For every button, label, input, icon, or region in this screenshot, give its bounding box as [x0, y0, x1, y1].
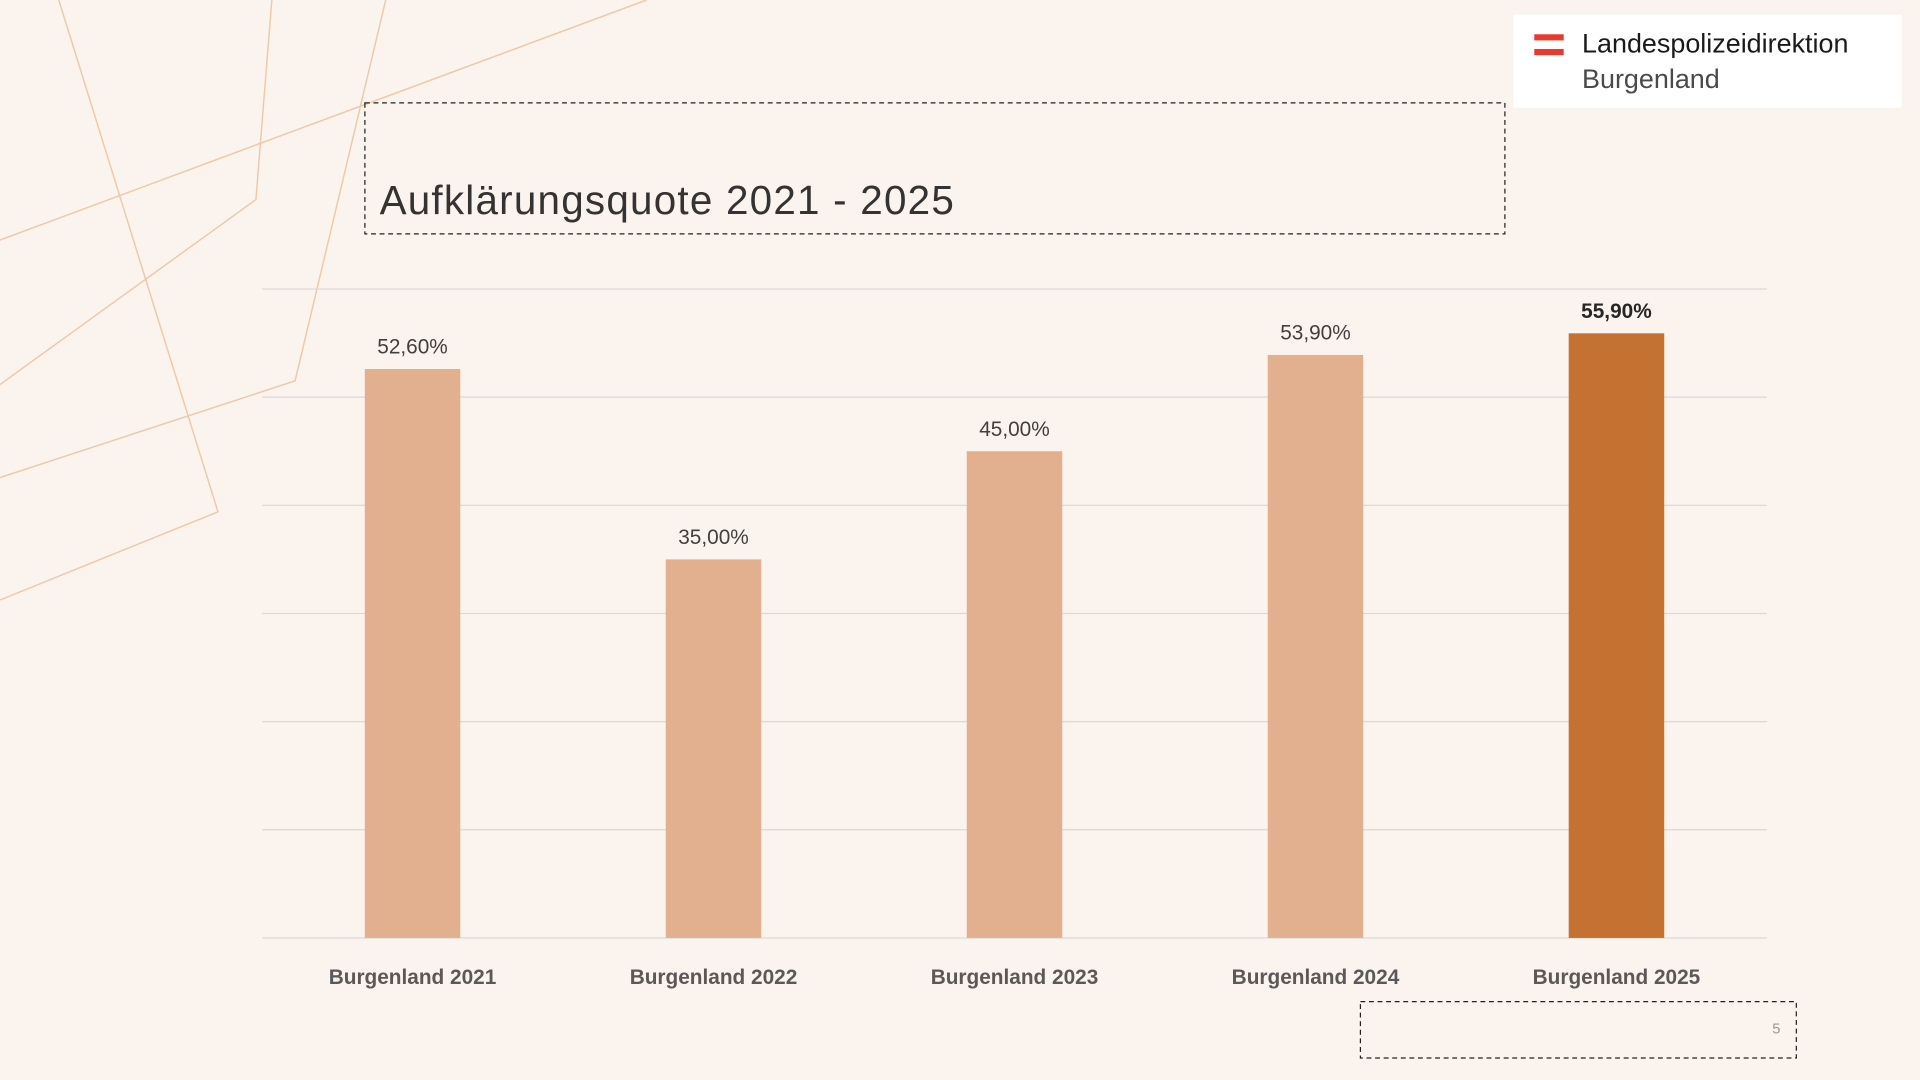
- x-tick-label: Burgenland 2025: [1533, 966, 1701, 989]
- bar: [966, 451, 1063, 938]
- logo-box: [1513, 14, 1902, 108]
- title-box: [364, 102, 1506, 235]
- data-label: 55,90%: [1581, 300, 1652, 323]
- x-tick-label: Burgenland 2022: [630, 966, 798, 989]
- bar: [665, 559, 762, 938]
- page-number: 5: [1772, 1022, 1780, 1038]
- decor-line: [0, 0, 387, 479]
- chart-title: Aufklärungsquote 2021 - 2025: [380, 177, 955, 223]
- bar: [364, 369, 461, 938]
- x-tick-label: Burgenland 2021: [329, 966, 497, 989]
- data-label: 52,60%: [377, 336, 448, 359]
- bar: [1267, 354, 1364, 938]
- x-tick-label: Burgenland 2024: [1232, 966, 1400, 989]
- decor-line: [0, 0, 219, 601]
- logo-title: Landespolizeidirektion: [1582, 28, 1848, 58]
- plot: Burgenland 2021 52,60% Burgenland 2022 35,0…: [262, 288, 1767, 989]
- flag-stripe: [1534, 48, 1564, 56]
- page-number-box: [1359, 1001, 1797, 1059]
- flag-stripe: [1534, 34, 1564, 41]
- data-label: 53,90%: [1280, 322, 1351, 345]
- logo-subtitle: Burgenland: [1582, 64, 1720, 94]
- data-label: 35,00%: [678, 526, 749, 549]
- data-label: 45,00%: [979, 418, 1050, 441]
- decor-line: [0, 0, 273, 386]
- x-tick-label: Burgenland 2023: [931, 966, 1099, 989]
- bar: [1568, 333, 1665, 938]
- decor-line: [0, 0, 647, 241]
